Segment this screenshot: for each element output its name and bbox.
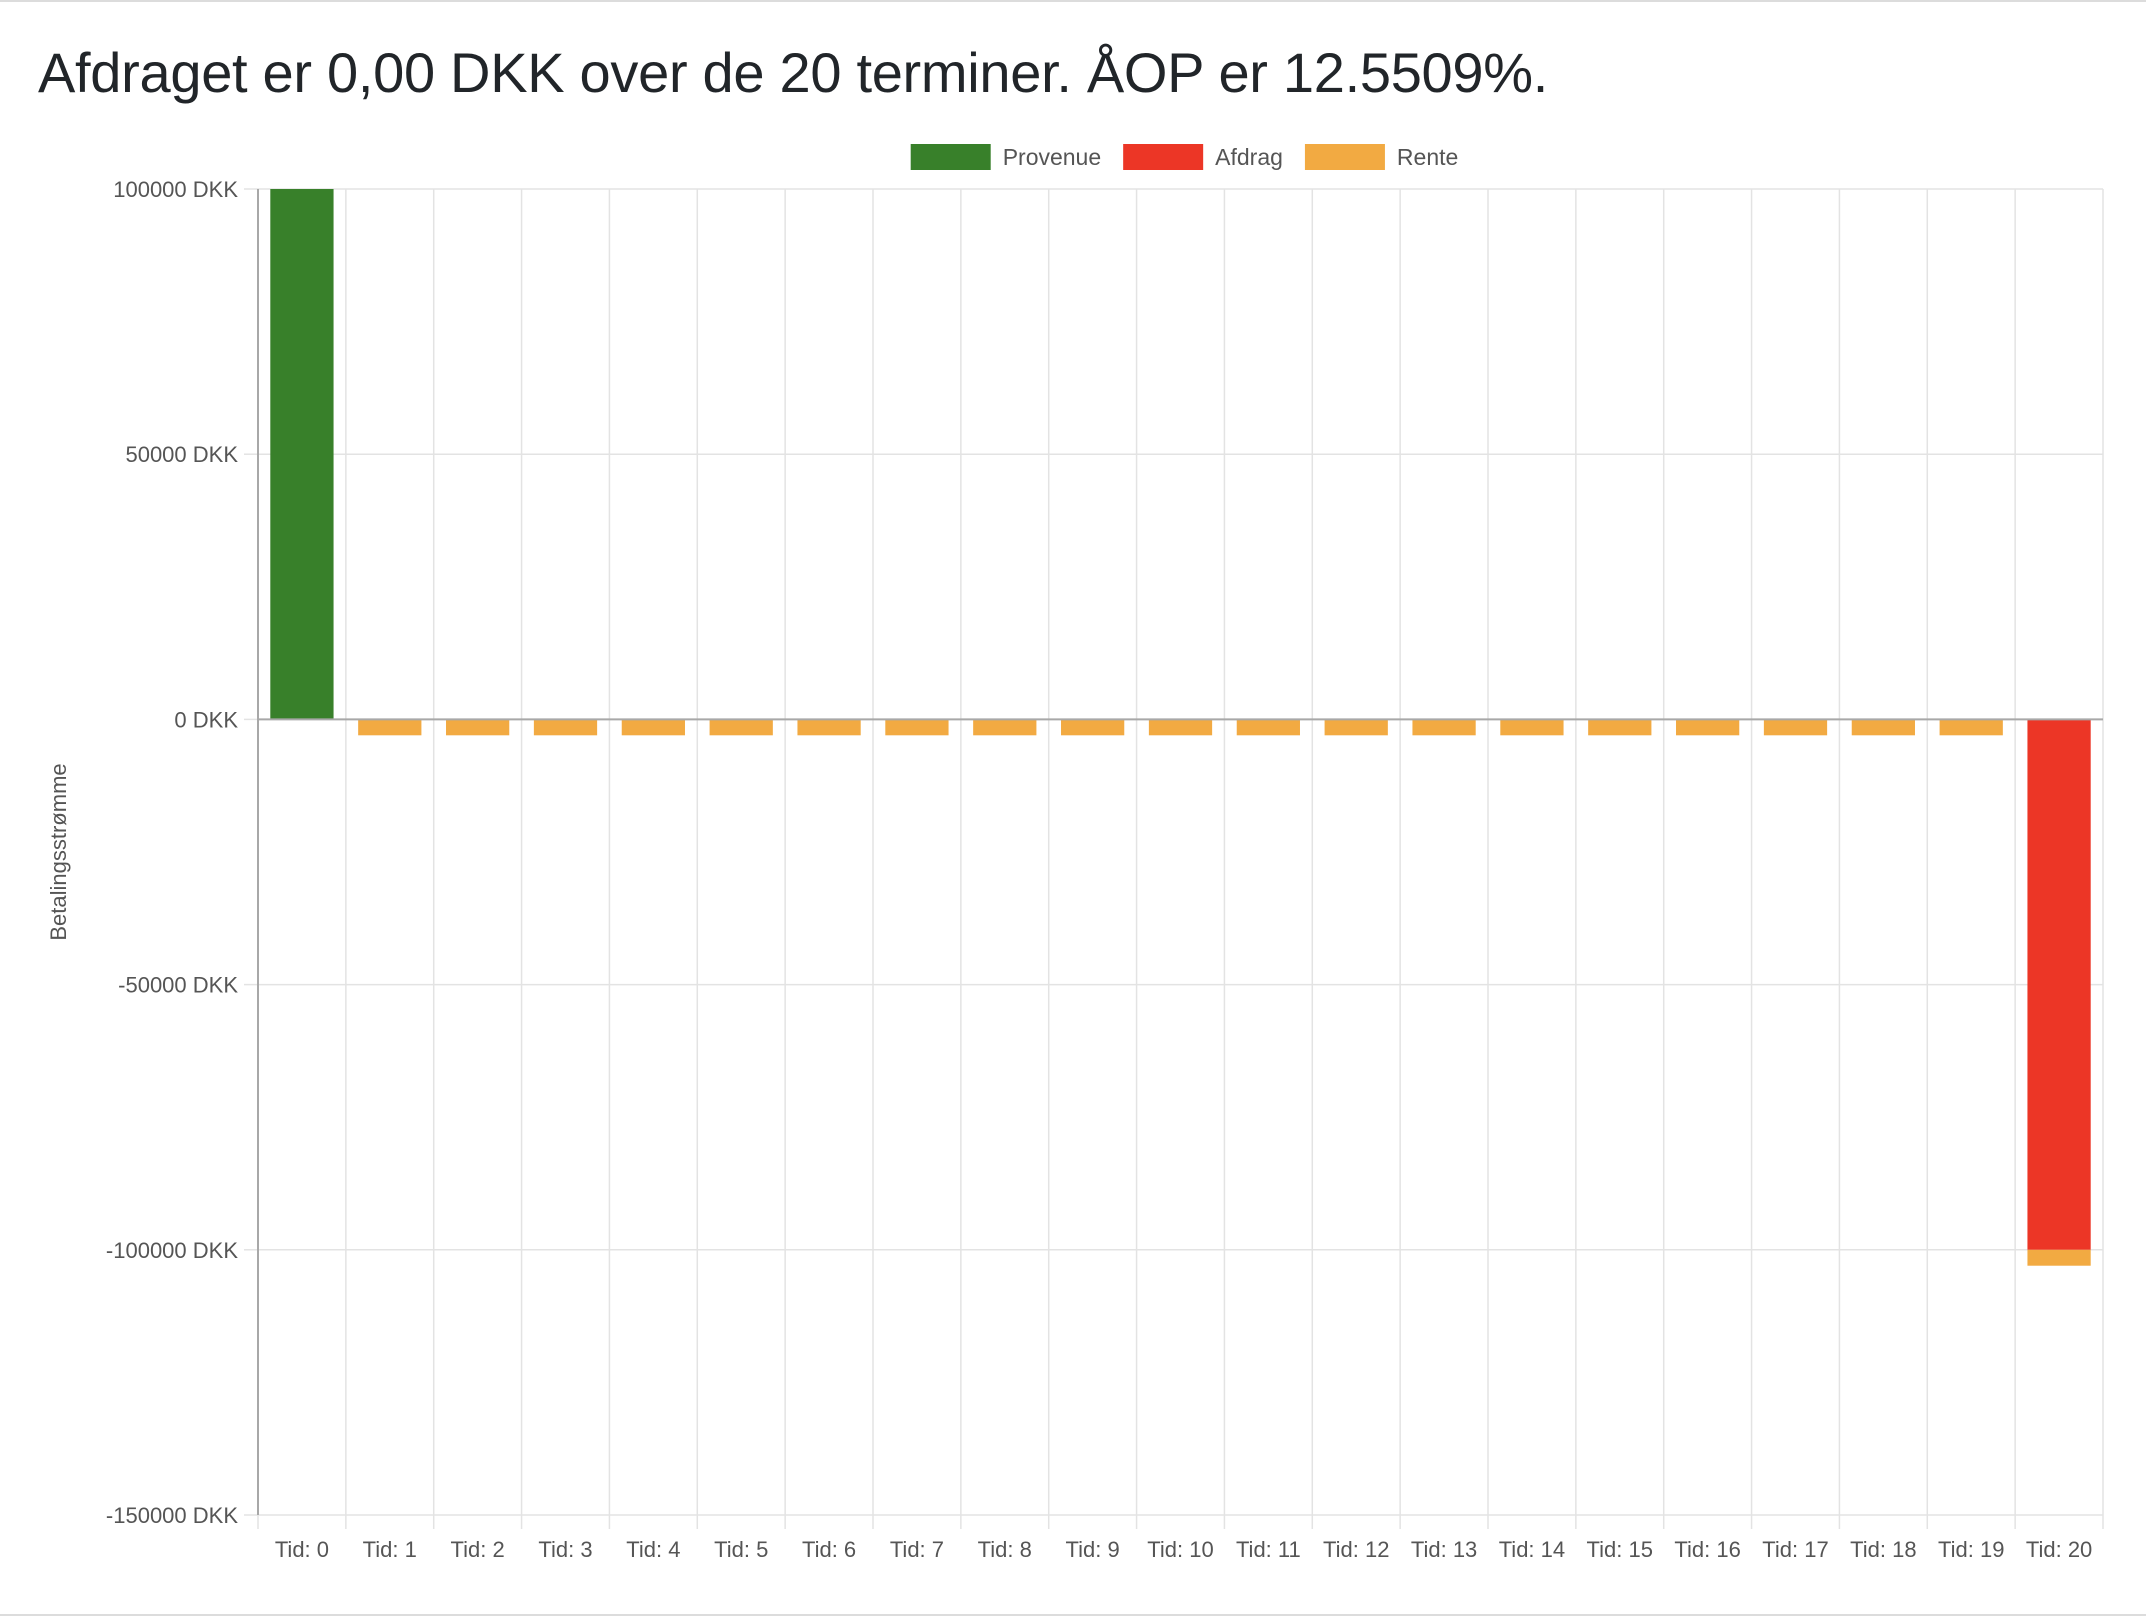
- page-title: Afdraget er 0,00 DKK over de 20 terminer…: [38, 41, 1548, 104]
- legend-item-provenue[interactable]: Provenue: [910, 144, 1101, 170]
- x-tick-label: Tid: 18: [1850, 1537, 1916, 1562]
- legend-item-afdrag[interactable]: Afdrag: [1123, 144, 1283, 170]
- bottom-divider: [0, 1614, 2146, 1616]
- x-tick-label: Tid: 2: [451, 1537, 505, 1562]
- bars: [270, 189, 2091, 1266]
- bar-rente-2[interactable]: [446, 719, 510, 736]
- bar-rente-6[interactable]: [797, 719, 861, 736]
- x-tick-label: Tid: 12: [1323, 1537, 1389, 1562]
- y-tick-label: -100000 DKK: [106, 1238, 238, 1263]
- x-tick-label: Tid: 7: [890, 1537, 944, 1562]
- bar-rente-17[interactable]: [1763, 719, 1828, 736]
- legend-label: Afdrag: [1215, 144, 1283, 170]
- x-tick-label: Tid: 19: [1938, 1537, 2004, 1562]
- x-tick-label: Tid: 1: [363, 1537, 417, 1562]
- x-tick-label: Tid: 3: [538, 1537, 592, 1562]
- bar-provenue-0[interactable]: [270, 189, 334, 720]
- y-axis-title: Betalingsstrømme: [46, 763, 71, 940]
- x-tick-label: Tid: 20: [2026, 1537, 2092, 1562]
- legend-label: Provenue: [1003, 144, 1101, 170]
- axes: 100000 DKK 50000 DKK 0 DKK -50000 DKK -10000…: [46, 177, 2103, 1562]
- bar-rente-16[interactable]: [1676, 719, 1740, 736]
- x-tick-label: Tid: 8: [978, 1537, 1032, 1562]
- bar-rente-4[interactable]: [621, 719, 685, 736]
- bar-rente-15[interactable]: [1588, 719, 1652, 736]
- legend-swatch: [1123, 144, 1204, 170]
- bar-rente-3[interactable]: [533, 719, 598, 736]
- x-tick-label: Tid: 4: [626, 1537, 680, 1562]
- bar-rente-13[interactable]: [1412, 719, 1476, 736]
- y-tick-label: 50000 DKK: [125, 442, 238, 467]
- legend-item-rente[interactable]: Rente: [1304, 144, 1458, 170]
- x-tick-label: Tid: 10: [1147, 1537, 1213, 1562]
- y-tick-label: -150000 DKK: [106, 1503, 238, 1528]
- grid: [244, 188, 2104, 1529]
- bar-rente-1[interactable]: [358, 719, 422, 736]
- y-tick-label: 0 DKK: [174, 707, 238, 732]
- legend-swatch: [910, 144, 991, 170]
- y-tick-label: -50000 DKK: [118, 973, 238, 998]
- x-tick-label: Tid: 13: [1411, 1537, 1477, 1562]
- bar-afdrag-20[interactable]: [2027, 719, 2091, 1250]
- bar-rente-7[interactable]: [885, 719, 949, 736]
- legend[interactable]: Provenue Afdrag Rente: [910, 144, 1459, 170]
- bar-rente-10[interactable]: [1148, 719, 1213, 736]
- x-tick-label: Tid: 11: [1236, 1537, 1301, 1562]
- top-divider: [0, 0, 2146, 2]
- bar-rente-20[interactable]: [2027, 1249, 2091, 1266]
- x-tick-label: Tid: 17: [1762, 1537, 1828, 1562]
- x-tick-label: Tid: 9: [1066, 1537, 1120, 1562]
- legend-label: Rente: [1397, 144, 1458, 170]
- x-tick-label: Tid: 16: [1674, 1537, 1740, 1562]
- bar-rente-8[interactable]: [973, 719, 1037, 736]
- legend-swatch: [1304, 144, 1385, 170]
- bar-rente-11[interactable]: [1236, 719, 1300, 736]
- bar-rente-5[interactable]: [709, 719, 773, 736]
- bar-rente-18[interactable]: [1851, 719, 1915, 736]
- x-tick-label: Tid: 6: [802, 1537, 856, 1562]
- x-tick-label: Tid: 14: [1499, 1537, 1565, 1562]
- y-tick-label: 100000 DKK: [113, 177, 238, 202]
- x-tick-label: Tid: 0: [275, 1537, 329, 1562]
- bar-rente-12[interactable]: [1324, 719, 1388, 736]
- x-tick-label: Tid: 15: [1587, 1537, 1653, 1562]
- bar-rente-14[interactable]: [1500, 719, 1564, 736]
- x-tick-label: Tid: 5: [714, 1537, 768, 1562]
- bar-rente-19[interactable]: [1939, 719, 2003, 736]
- bar-rente-9[interactable]: [1061, 719, 1125, 736]
